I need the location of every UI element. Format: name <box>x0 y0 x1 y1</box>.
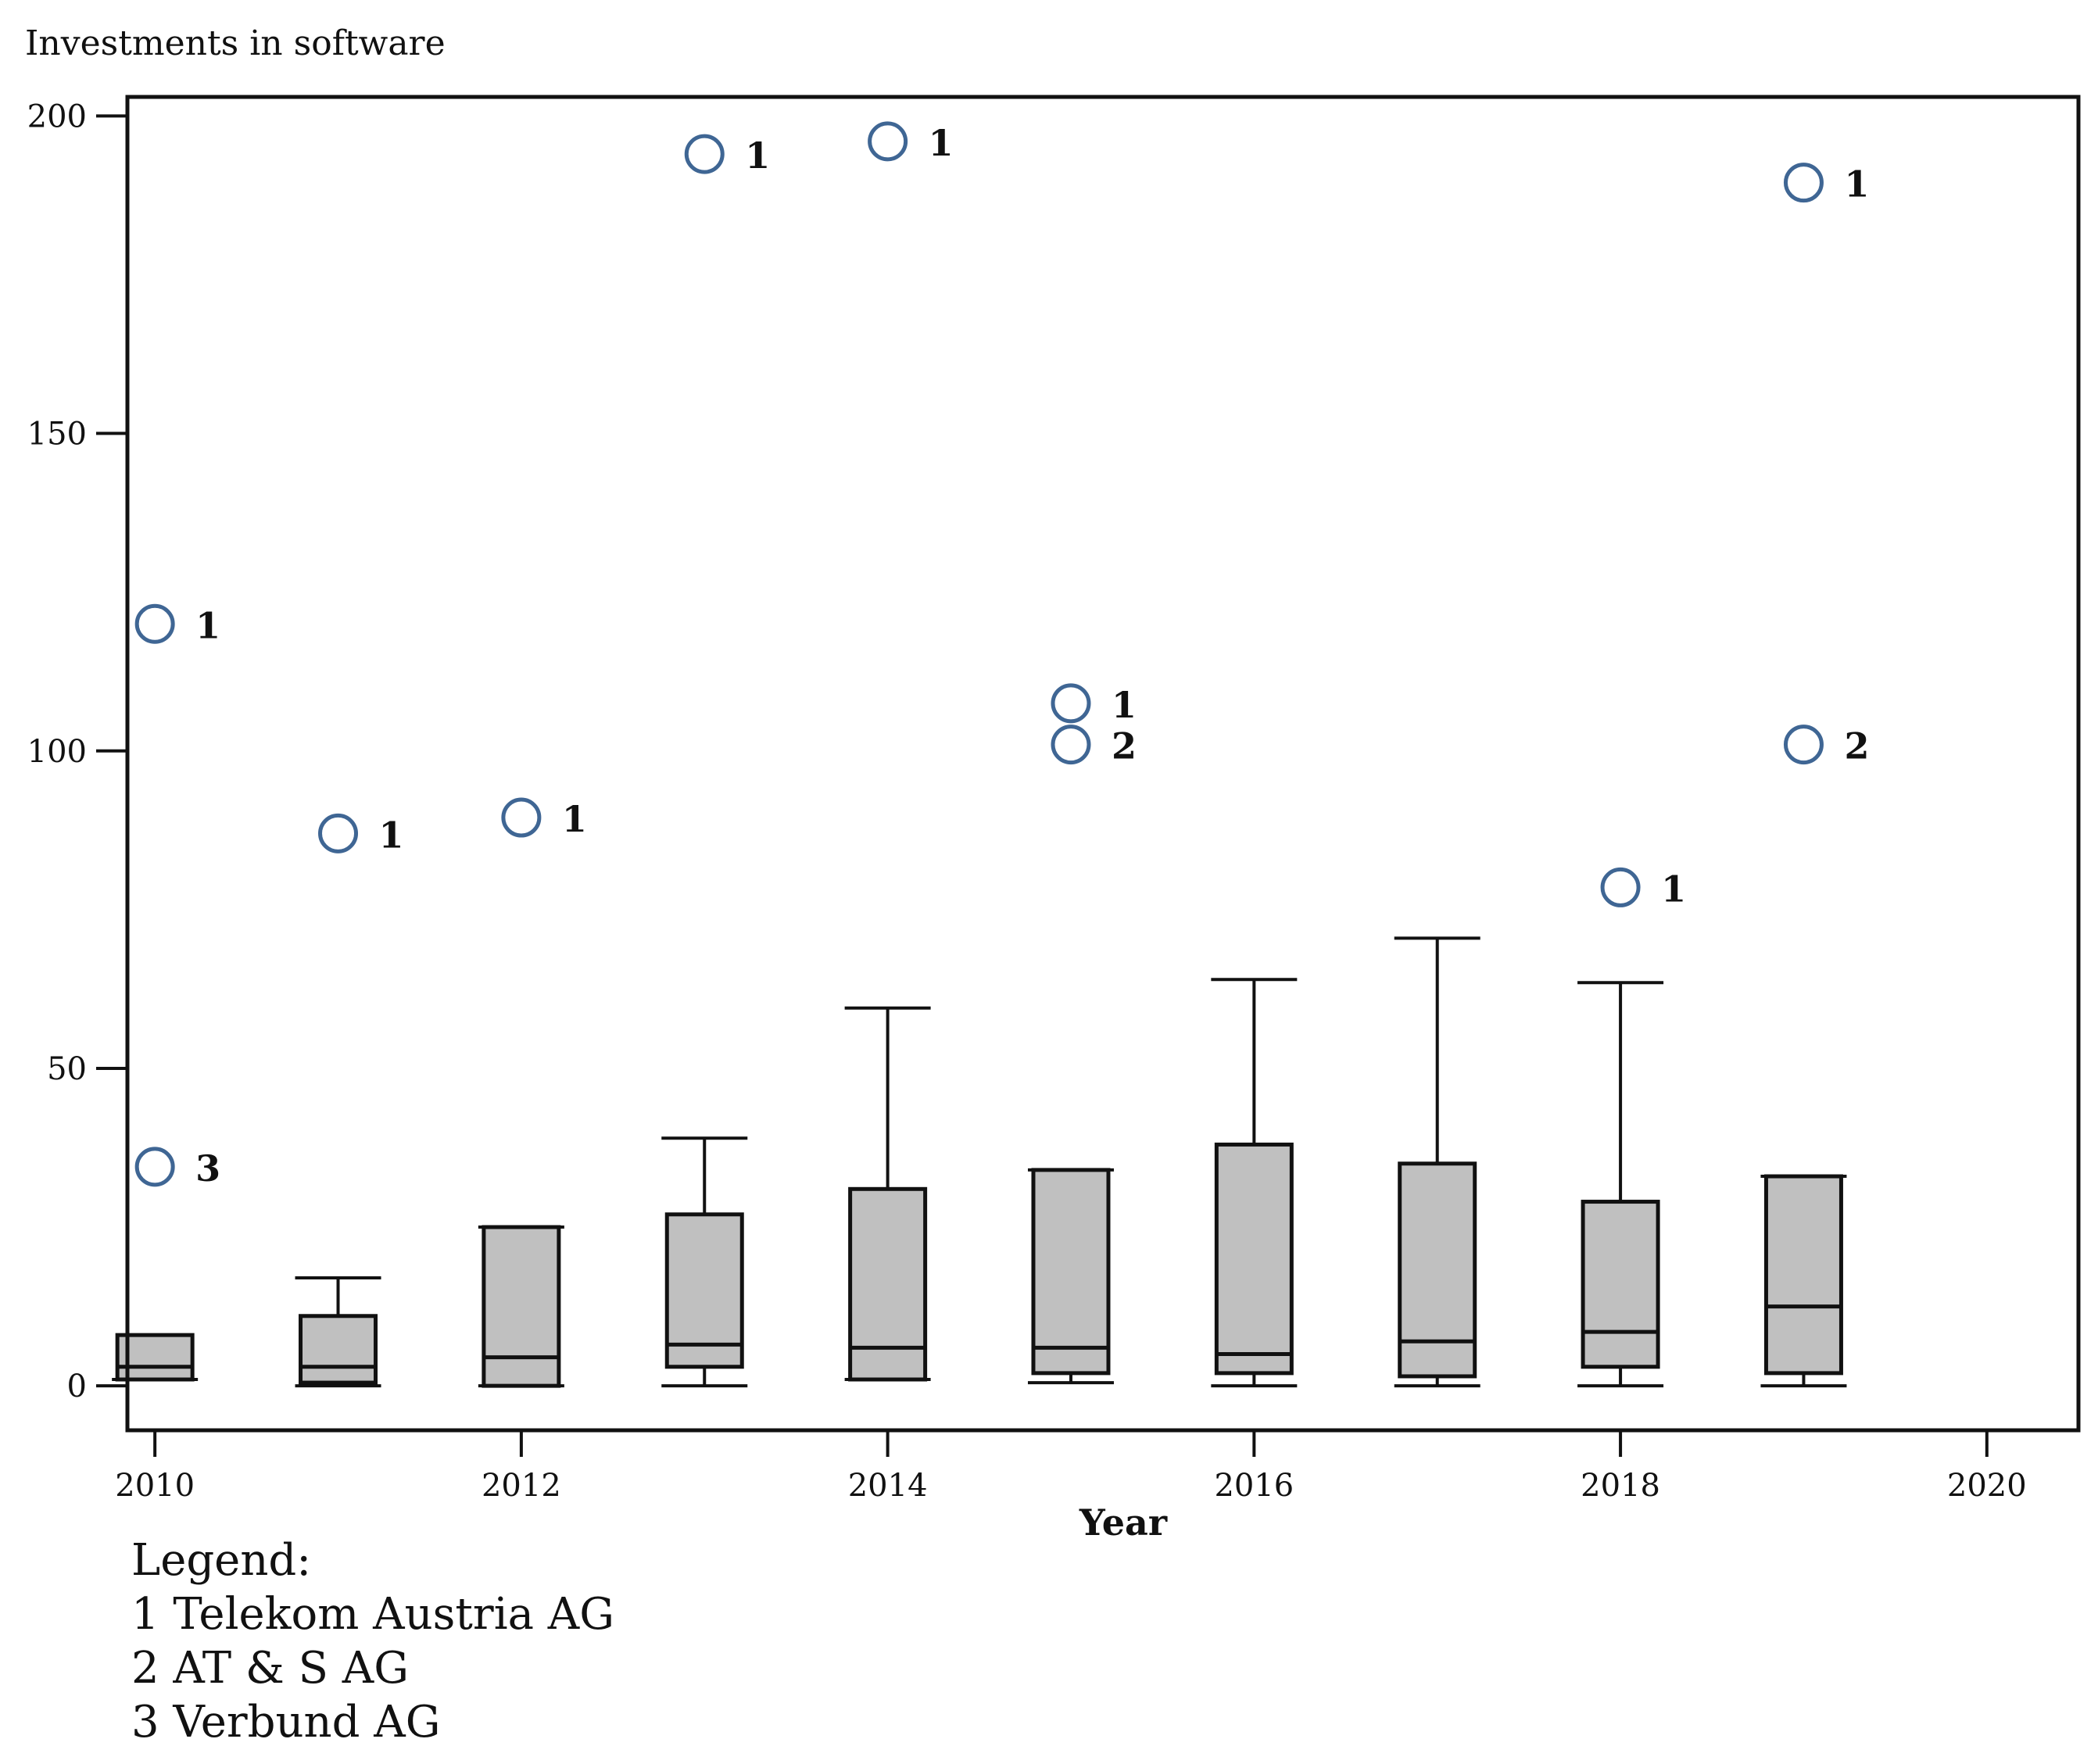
y-tick-label: 0 <box>67 1369 87 1404</box>
y-axis-ticks: 0 50 100 150 200 <box>27 98 127 1404</box>
box-body <box>1031 1168 1111 1376</box>
outlier-point <box>1783 163 1824 203</box>
outlier-label: 1 <box>195 604 220 646</box>
outlier-label: 3 <box>195 1147 220 1190</box>
outlier-point <box>1051 683 1091 724</box>
legend-title: Legend: <box>131 1535 311 1586</box>
outlier-point <box>1600 867 1641 907</box>
outlier-label: 1 <box>379 814 404 856</box>
plot-frame <box>125 95 2081 1433</box>
legend-item: 1 Telekom Austria AG <box>131 1589 614 1640</box>
box-2014 <box>844 1006 931 1382</box>
y-tick-label: 50 <box>47 1051 87 1087</box>
y-axis-label: Investments in software <box>25 23 446 63</box>
box-2011 <box>295 1276 381 1388</box>
x-tick-label: 2016 <box>1214 1468 1294 1504</box>
outlier-point <box>134 1147 175 1187</box>
box-body <box>1763 1174 1843 1376</box>
outlier-point <box>684 134 725 174</box>
box-2018 <box>1577 981 1664 1388</box>
x-tick-label: 2020 <box>1947 1468 2027 1504</box>
outlier-point <box>868 121 908 162</box>
x-tick-label: 2018 <box>1581 1468 1660 1504</box>
y-tick-label: 100 <box>27 734 87 770</box>
y-tick-label: 150 <box>27 417 87 453</box>
outlier-label: 1 <box>562 798 587 840</box>
x-tick-label: 2010 <box>115 1468 195 1504</box>
outlier-point <box>1783 725 1824 765</box>
box-body <box>664 1212 744 1369</box>
box-2016 <box>1211 978 1298 1388</box>
outlier-label: 1 <box>1661 868 1686 910</box>
box-2010 <box>112 1333 199 1382</box>
x-tick-label: 2014 <box>848 1468 928 1504</box>
box-2013 <box>661 1136 748 1388</box>
outlier-point <box>1051 725 1091 765</box>
outlier-label: 2 <box>1844 725 1869 768</box>
box-2012 <box>478 1225 564 1388</box>
box-body <box>848 1186 928 1382</box>
boxes-layer <box>112 936 1847 1388</box>
y-tick-label: 200 <box>27 98 87 134</box>
legend: Legend: 1 Telekom Austria AG 2 AT & S AG… <box>131 1535 614 1748</box>
x-axis-label: Year <box>1079 1501 1168 1544</box>
box-2015 <box>1027 1168 1114 1385</box>
box-body <box>1214 1142 1294 1376</box>
box-body <box>299 1314 378 1385</box>
box-body <box>1581 1200 1660 1369</box>
box-2019 <box>1760 1174 1847 1388</box>
legend-item: 3 Verbund AG <box>131 1697 440 1748</box>
box-2017 <box>1394 936 1480 1388</box>
outlier-point <box>501 797 542 838</box>
box-body <box>1398 1161 1477 1379</box>
outlier-label: 1 <box>929 122 954 164</box>
x-axis-ticks: 2010 2012 2014 2016 2018 2020 <box>115 1430 2027 1504</box>
outlier-point <box>318 813 359 853</box>
box-body <box>482 1225 561 1388</box>
outlier-label: 1 <box>745 134 770 177</box>
legend-item: 2 AT & S AG <box>131 1643 409 1694</box>
x-tick-label: 2012 <box>482 1468 561 1504</box>
outlier-label: 1 <box>1112 684 1137 726</box>
outlier-label: 1 <box>1844 163 1869 206</box>
outlier-label: 2 <box>1112 725 1137 768</box>
box-body <box>115 1333 195 1382</box>
outlier-point <box>134 603 175 644</box>
